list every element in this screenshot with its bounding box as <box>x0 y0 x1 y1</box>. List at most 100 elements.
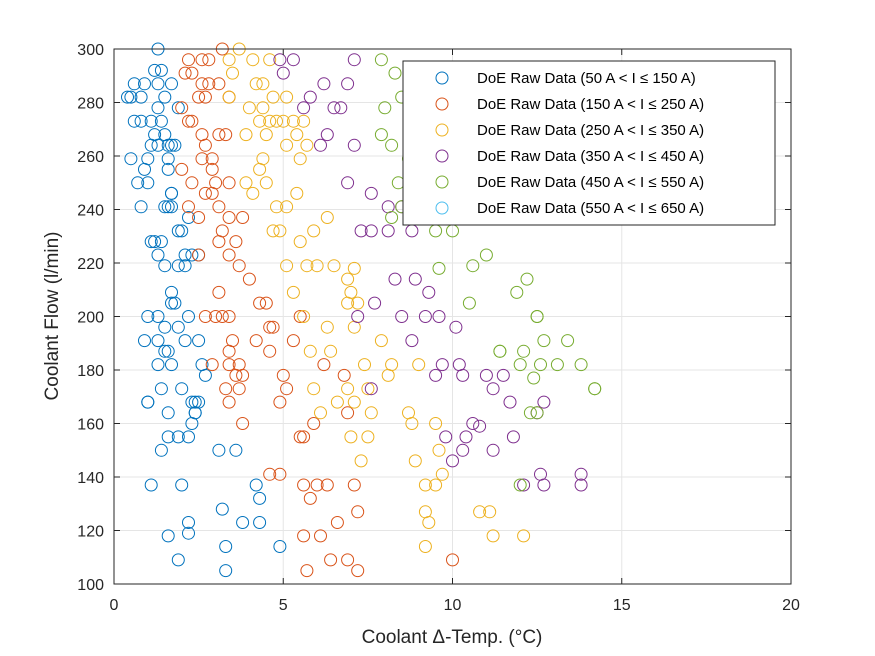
data-point-series-1 <box>151 310 165 323</box>
data-point-series-3 <box>327 259 341 273</box>
data-point-series-1 <box>144 138 158 152</box>
data-point-series-1 <box>171 101 185 115</box>
data-point-series-2 <box>209 310 223 323</box>
data-point-series-5 <box>462 296 476 310</box>
data-point-series-2 <box>263 344 277 358</box>
data-point-series-2 <box>222 176 236 190</box>
data-point-series-1 <box>171 259 185 273</box>
data-point-series-3 <box>412 358 426 372</box>
data-point-series-3 <box>259 176 273 190</box>
data-point-series-2 <box>175 162 189 176</box>
data-point-series-1 <box>178 248 192 262</box>
data-point-series-1 <box>229 443 243 457</box>
data-point-series-2 <box>276 368 290 382</box>
x-tick-label: 0 <box>110 597 119 614</box>
data-point-series-2 <box>266 320 280 334</box>
data-point-series-1 <box>124 90 138 104</box>
data-point-series-1 <box>182 430 195 444</box>
data-point-series-4 <box>364 382 378 396</box>
data-point-series-2 <box>185 114 199 128</box>
legend-label-2: DoE Raw Data (150 A < I ≤ 250 A) <box>477 96 704 113</box>
data-point-series-1 <box>188 395 202 409</box>
data-point-series-1 <box>219 564 233 578</box>
data-point-series-5 <box>561 334 575 348</box>
data-point-series-1 <box>158 200 172 214</box>
data-point-series-3 <box>286 285 300 299</box>
data-point-series-2 <box>249 334 263 348</box>
data-point-series-4 <box>574 467 588 481</box>
data-point-series-4 <box>449 320 463 334</box>
data-point-series-3 <box>263 114 277 128</box>
data-point-series-1 <box>212 443 226 457</box>
data-point-series-1 <box>141 310 155 323</box>
data-point-series-3 <box>483 505 497 519</box>
data-point-series-1 <box>165 138 178 152</box>
data-point-series-2 <box>446 553 459 567</box>
data-point-series-4 <box>368 296 382 310</box>
legend-marker-5 <box>435 175 449 189</box>
data-point-series-2 <box>185 66 199 80</box>
data-point-series-4 <box>334 101 348 115</box>
data-point-series-3 <box>473 505 487 519</box>
data-point-series-1 <box>127 77 141 91</box>
data-point-series-1 <box>161 200 175 214</box>
data-point-series-1 <box>154 114 168 128</box>
data-point-series-4 <box>418 310 432 323</box>
data-point-series-2 <box>293 310 307 323</box>
data-point-series-2 <box>202 53 216 67</box>
data-point-series-1 <box>168 296 182 310</box>
data-point-series-4 <box>320 128 334 142</box>
data-point-series-3 <box>354 454 368 468</box>
data-point-series-4 <box>466 417 480 430</box>
data-point-series-1 <box>161 529 175 543</box>
data-point-series-3 <box>280 90 294 104</box>
data-point-series-2 <box>273 395 287 409</box>
data-point-series-2 <box>182 53 195 67</box>
data-point-series-1 <box>171 224 185 238</box>
data-point-series-1 <box>161 430 175 444</box>
data-point-series-2 <box>212 200 226 214</box>
data-point-series-2 <box>330 516 344 529</box>
data-point-series-1 <box>253 491 267 505</box>
data-point-series-5 <box>374 53 388 67</box>
y-tick-label: 280 <box>77 96 104 113</box>
data-point-series-1 <box>151 248 165 262</box>
data-point-series-5 <box>520 272 534 286</box>
legend-marker-4 <box>435 149 449 163</box>
y-tick-label: 120 <box>77 524 104 541</box>
data-point-series-2 <box>222 211 236 224</box>
data-point-series-3 <box>266 224 280 238</box>
data-point-series-2 <box>263 320 277 334</box>
data-point-series-3 <box>263 53 277 67</box>
data-point-series-2 <box>192 248 206 262</box>
data-point-series-4 <box>456 443 470 457</box>
data-point-series-1 <box>182 526 195 540</box>
data-point-series-2 <box>280 382 294 396</box>
data-point-series-4 <box>364 186 378 200</box>
data-point-series-5 <box>523 406 537 420</box>
data-point-series-3 <box>486 529 500 543</box>
x-tick-label: 5 <box>279 597 288 614</box>
data-point-series-3 <box>361 430 375 444</box>
data-point-series-4 <box>341 176 355 190</box>
data-point-series-1 <box>158 320 172 334</box>
y-tick-label: 160 <box>77 417 104 434</box>
data-point-series-5 <box>588 382 602 396</box>
data-point-series-3 <box>242 101 256 115</box>
data-point-series-3 <box>300 138 314 152</box>
y-axis-label: Coolant Flow (l/min) <box>42 232 63 401</box>
data-point-series-1 <box>141 176 155 190</box>
data-point-series-4 <box>422 285 436 299</box>
data-point-series-1 <box>124 152 138 166</box>
data-point-series-2 <box>253 296 267 310</box>
data-point-series-2 <box>307 417 321 430</box>
data-point-series-2 <box>263 467 277 481</box>
data-point-series-4 <box>459 430 473 444</box>
data-point-series-3 <box>300 259 314 273</box>
data-point-series-4 <box>347 138 361 152</box>
data-point-series-1 <box>138 334 151 348</box>
data-point-series-4 <box>506 430 520 444</box>
data-point-series-3 <box>280 138 294 152</box>
data-point-series-4 <box>297 101 311 115</box>
data-point-series-4 <box>486 443 500 457</box>
